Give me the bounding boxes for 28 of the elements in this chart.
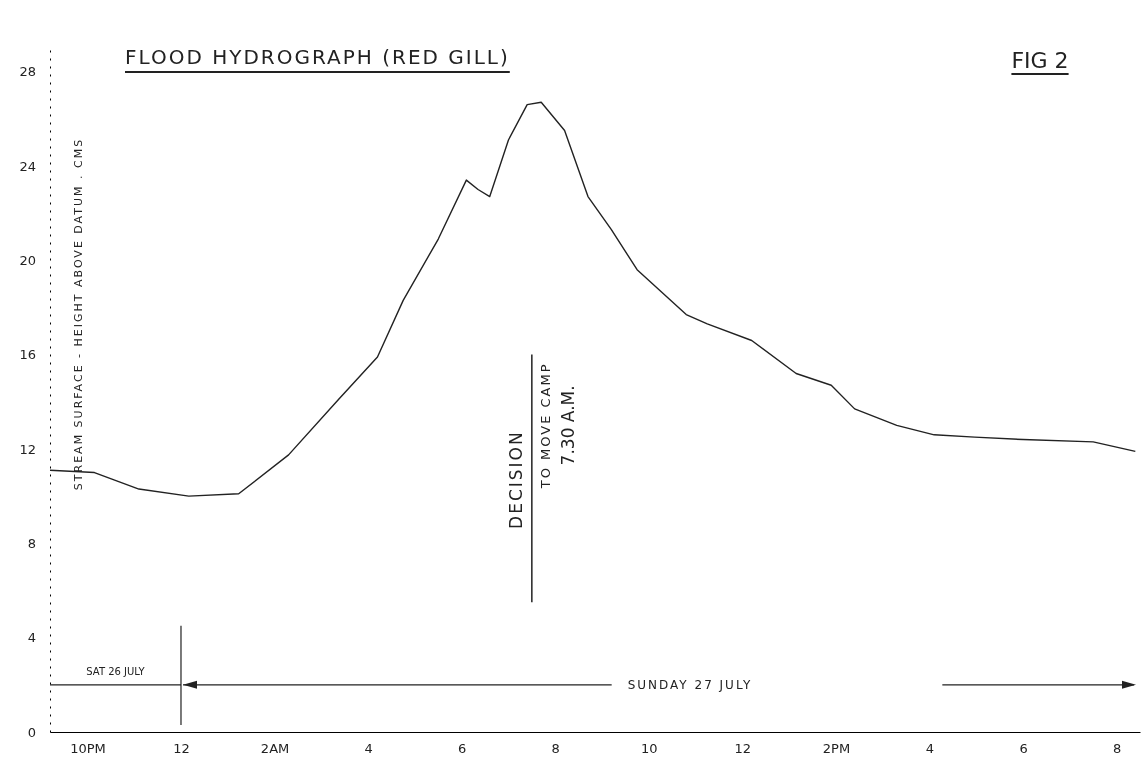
x-tick-label: 10 [641, 741, 658, 757]
annotation: 7.30 A.M. [557, 385, 578, 466]
y-tick-label: 8 [27, 535, 36, 551]
y-tick-label: 12 [19, 441, 36, 457]
x-tick-label: 12 [734, 741, 752, 757]
x-tick-label: 2PM [822, 741, 851, 757]
x-tick-label: 12 [173, 741, 190, 757]
x-tick-label: 8 [1112, 741, 1122, 757]
chart-title: FLOOD HYDROGRAPH (RED GILL) [125, 45, 510, 69]
x-tick-label: 6 [458, 741, 467, 757]
y-tick-label: 4 [27, 630, 36, 646]
y-tick-label: 20 [19, 252, 36, 268]
x-tick-label: 2AM [260, 741, 290, 757]
x-tick-label: 4 [364, 741, 373, 757]
x-tick-label: 4 [925, 741, 935, 757]
y-tick-label: 0 [27, 724, 36, 740]
y-tick-label: 24 [19, 158, 36, 174]
ref-line-label: DECISION [505, 430, 526, 529]
x-tick-label: 8 [551, 741, 560, 757]
x-tick-label: 6 [1019, 741, 1028, 757]
y-tick-label: 16 [19, 347, 36, 363]
annotation: FIG 2 [1011, 48, 1069, 73]
x-tick-label: 10PM [70, 741, 106, 757]
annotation: SUNDAY 27 JULY [627, 677, 753, 692]
y-axis-title: STREAM SURFACE - HEIGHT ABOVE DATUM . CMS [72, 137, 85, 491]
annotation: SAT 26 JULY [86, 665, 146, 677]
annotation: TO MOVE CAMP [537, 362, 553, 490]
y-tick-label: 28 [19, 64, 36, 80]
